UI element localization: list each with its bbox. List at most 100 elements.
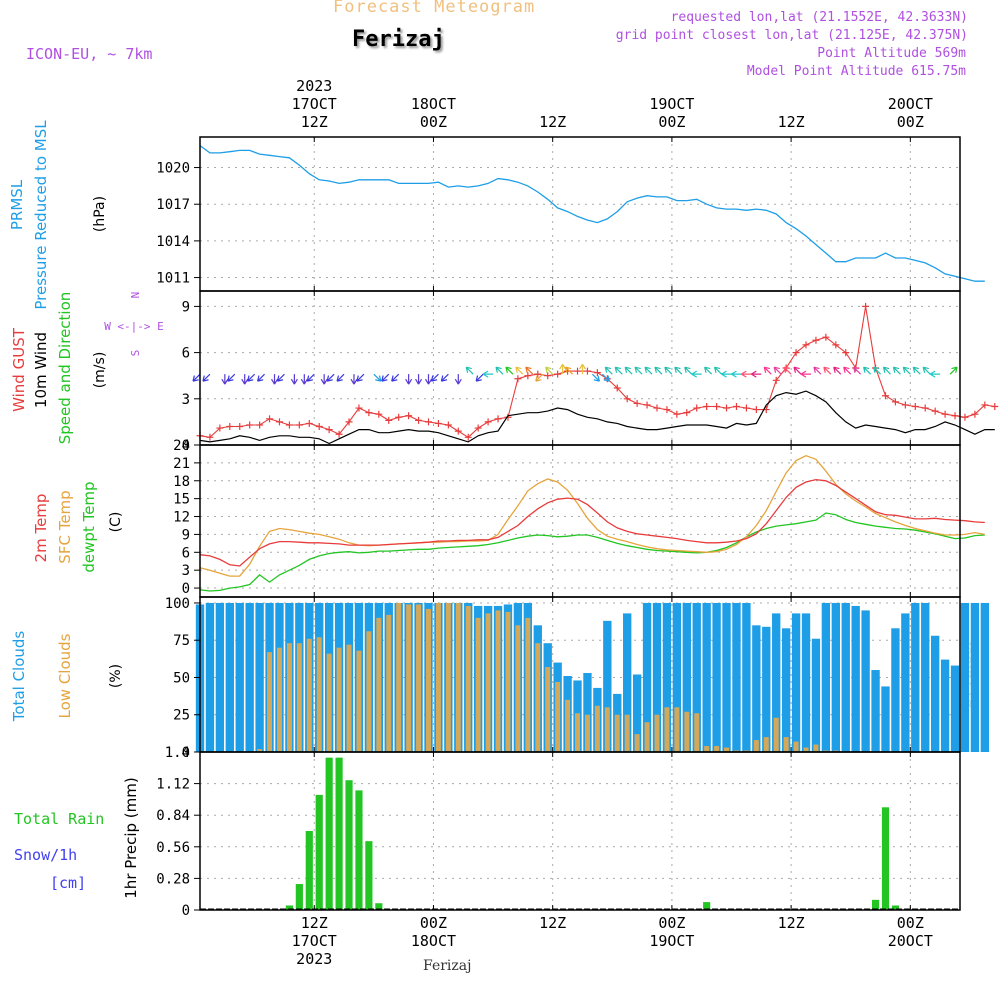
total-cloud-bar (215, 602, 225, 752)
low-cloud-bar (406, 604, 412, 752)
pressure-line (199, 145, 985, 282)
total-cloud-bar (871, 670, 880, 752)
gust-point (226, 423, 234, 431)
gust-point (931, 407, 939, 415)
total-cloud-bar (762, 626, 771, 752)
wind-direction-arrow (482, 370, 494, 378)
wind-direction-arrow (505, 366, 514, 375)
total-cloud-bar (722, 602, 731, 752)
prmsl-label: PRMSL (8, 179, 26, 230)
total-cloud-bar (225, 602, 234, 752)
low-cloud-bar (435, 602, 441, 752)
low-cloud-bar (773, 717, 779, 752)
wind-direction-arrow (614, 366, 623, 375)
low-cloud-bar (306, 638, 312, 752)
dewpt-temp-label: dewpt Temp (80, 481, 98, 572)
bottom-time-label: 00Z (420, 914, 447, 932)
gust-point (375, 410, 383, 418)
total-cloud-bar (642, 602, 652, 752)
total-cloud-bar (791, 613, 801, 752)
gust-point (335, 430, 343, 438)
low-cloud-bar (525, 617, 531, 752)
gust-point (415, 416, 423, 424)
bottom-time-label: 00Z (897, 914, 924, 932)
axis-labels-layer: 1011101410171020036903691215182124025507… (8, 77, 933, 968)
gust-point (891, 398, 899, 406)
gust-point (832, 341, 840, 349)
gust-point (971, 410, 979, 418)
total-cloud-bar (940, 659, 950, 752)
wind-direction-arrow (515, 366, 524, 375)
total-cloud-bar (891, 628, 900, 752)
bottom-time-label: 12Z (539, 914, 566, 932)
precip-unit-label: 1hr Precip (mm) (122, 777, 140, 898)
top-time-label: 12Z (539, 113, 566, 131)
wind-direction-arrow (545, 366, 554, 375)
low-cloud-bar (366, 631, 372, 752)
low-cloud-bar (396, 602, 402, 752)
low-cloud-bar (604, 707, 610, 752)
gust-point (544, 372, 552, 380)
bottom-time-label: 00Z (658, 914, 685, 932)
wind-direction-arrow (430, 373, 439, 382)
wind-direction-arrow (454, 374, 462, 385)
wind-direction-arrow (424, 374, 433, 385)
gust-point (991, 403, 999, 410)
total-cloud-bar (255, 602, 264, 752)
wind-ytick-label: 0 (182, 438, 190, 454)
total-cloud-bar (662, 602, 672, 752)
speed-direction-label: Speed and Direction (56, 292, 74, 445)
celsius-unit-label: (C) (108, 512, 124, 533)
rain-bar (891, 905, 900, 910)
gust-point (554, 370, 562, 378)
gust-point (752, 406, 760, 414)
wind-direction-arrow (691, 370, 702, 378)
low-cloud-bar (614, 714, 620, 752)
low-cloud-bar (426, 608, 431, 752)
clouds-ytick-label: 100 (165, 596, 190, 612)
rain-bar (871, 899, 880, 910)
temperature-ytick-label: 18 (173, 474, 190, 490)
gust-point (663, 406, 671, 414)
gust-point (444, 421, 452, 429)
gust-point (583, 367, 591, 375)
total-cloud-bar (960, 602, 970, 752)
top-time-label: 00Z (897, 113, 924, 131)
grid-layer (200, 137, 960, 911)
low-cloud-bar (535, 643, 541, 752)
gust-point (802, 341, 810, 349)
wind-direction-arrow (350, 374, 358, 385)
gust-point (325, 426, 333, 434)
snow-unit-label: [cm] (50, 874, 86, 892)
low-cloud-bar (763, 737, 769, 752)
low-cloud-bar (565, 699, 571, 752)
temperature-ytick-label: 9 (182, 527, 190, 543)
top-time-label: 00Z (420, 113, 447, 131)
wind-direction-arrow (276, 373, 285, 382)
clouds-ytick-label: 75 (173, 633, 190, 649)
compass-n-label: N (129, 292, 142, 299)
total-clouds-label: Total Clouds (10, 631, 28, 723)
total-cloud-bar (583, 673, 592, 752)
wind-direction-arrow (290, 374, 298, 385)
pressure-msl-label: Pressure Reduced to MSL (32, 120, 50, 310)
low-cloud-bar (386, 614, 392, 752)
rain-bar (703, 902, 711, 910)
temperature-ytick-label: 21 (173, 456, 190, 472)
total-cloud-bar (672, 602, 682, 752)
wind-direction-arrow (813, 366, 822, 375)
rain-bar (881, 807, 890, 910)
top-time-label: 20OCT (888, 95, 933, 113)
low-cloud-bar (644, 722, 650, 752)
wind-direction-arrow (882, 366, 891, 375)
gust-point (405, 412, 413, 420)
bottom-time-label: 20OCT (888, 932, 933, 950)
low-cloud-bar (813, 744, 819, 752)
wind-direction-arrow (270, 374, 279, 385)
wind-direction-arrow (306, 373, 315, 382)
wind-direction-arrow (591, 373, 601, 382)
total-cloud-bar (235, 602, 244, 752)
total-cloud-bar (742, 602, 751, 752)
temperature-ytick-label: 15 (173, 492, 190, 508)
low-cloud-bar (267, 652, 273, 752)
